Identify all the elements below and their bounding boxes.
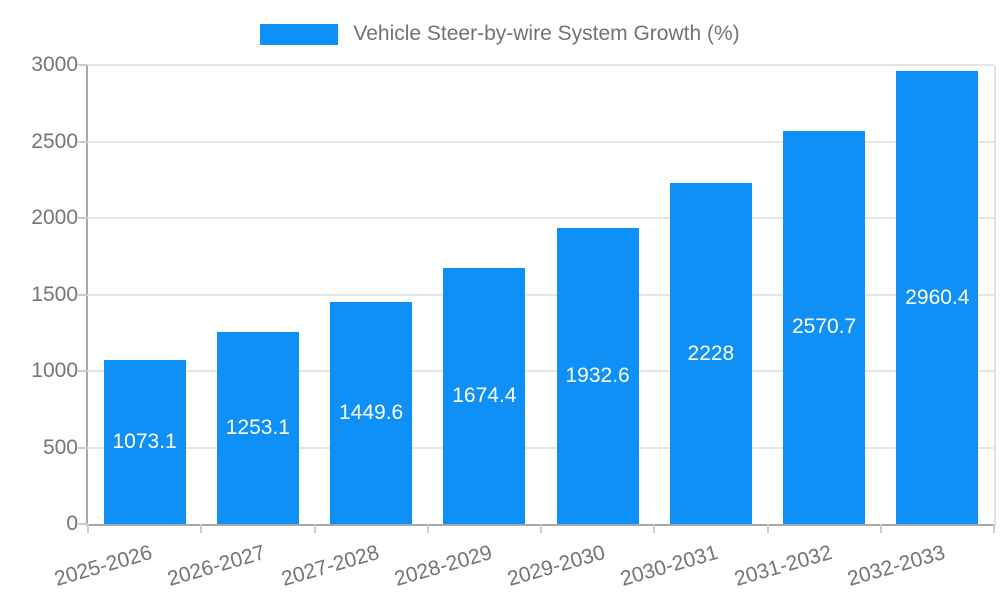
x-axis-tick xyxy=(993,524,995,533)
x-axis-tick xyxy=(540,524,542,533)
y-axis-tick xyxy=(78,446,88,449)
bar-value-label: 2228 xyxy=(687,341,735,365)
chart-legend[interactable]: Vehicle Steer-by-wire System Growth (%) xyxy=(0,22,1000,46)
y-axis-tick xyxy=(78,523,88,525)
x-tick-label: 2030-2031 xyxy=(618,541,722,591)
y-tick-label: 2500 xyxy=(31,129,78,153)
y-axis-tick xyxy=(78,217,88,219)
y-tick-label: 2000 xyxy=(31,206,78,229)
x-axis-tick xyxy=(313,524,316,533)
gridline xyxy=(88,446,994,449)
y-tick-label: 1000 xyxy=(31,359,78,382)
bar-value-label: 2960.4 xyxy=(905,285,970,309)
x-axis-tick xyxy=(879,524,882,533)
y-tick-label: 0 xyxy=(66,512,78,535)
bar[interactable]: 1674.4 xyxy=(443,267,526,524)
bar-value-label: 1674.4 xyxy=(452,383,517,407)
x-tick-label: 2028-2029 xyxy=(391,541,495,591)
x-axis-tick xyxy=(200,524,203,533)
x-axis-tick xyxy=(426,524,429,533)
y-axis-tick xyxy=(78,64,88,66)
x-axis-tick xyxy=(766,524,769,533)
x-axis-tick xyxy=(87,524,89,533)
bar[interactable]: 1932.6 xyxy=(556,228,639,524)
bar-value-label: 1449.6 xyxy=(339,401,404,425)
y-axis-tick xyxy=(78,293,88,296)
gridline xyxy=(88,64,994,66)
bar-value-label: 2570.7 xyxy=(792,315,857,339)
bar-value-label: 1253.1 xyxy=(225,416,290,440)
legend-swatch xyxy=(260,23,339,45)
bar[interactable]: 1253.1 xyxy=(216,332,299,524)
legend-label: Vehicle Steer-by-wire System Growth (%) xyxy=(353,22,740,45)
gridline xyxy=(88,293,994,296)
x-axis-tick xyxy=(653,524,656,533)
plot-area: 0 500 1000 1500 2000 2500 3000 1073.1 2025-2026 1… xyxy=(31,54,996,591)
bar[interactable]: 2960.4 xyxy=(896,71,979,524)
bar[interactable]: 2570.7 xyxy=(783,130,866,524)
x-tick-label: 2027-2028 xyxy=(278,541,382,591)
gridline xyxy=(88,370,994,372)
bar-value-label: 1073.1 xyxy=(112,429,177,453)
y-axis-tick xyxy=(78,370,88,372)
gridline xyxy=(88,140,994,143)
y-axis-tick xyxy=(78,140,88,143)
y-tick-label: 1500 xyxy=(31,282,78,306)
x-tick-label: 2025-2026 xyxy=(52,541,155,591)
y-tick-label: 3000 xyxy=(31,53,78,76)
x-tick-label: 2029-2030 xyxy=(505,541,608,591)
x-tick-label: 2032-2033 xyxy=(844,541,948,591)
bar[interactable]: 1449.6 xyxy=(330,302,413,524)
y-tick-label: 500 xyxy=(42,435,78,459)
x-tick-label: 2031-2032 xyxy=(731,541,835,591)
bar[interactable]: 2228 xyxy=(669,183,752,524)
x-tick-label: 2026-2027 xyxy=(165,541,269,591)
bar[interactable]: 1073.1 xyxy=(103,359,186,524)
bar-value-label: 1932.6 xyxy=(565,364,630,388)
gridline xyxy=(88,217,994,219)
